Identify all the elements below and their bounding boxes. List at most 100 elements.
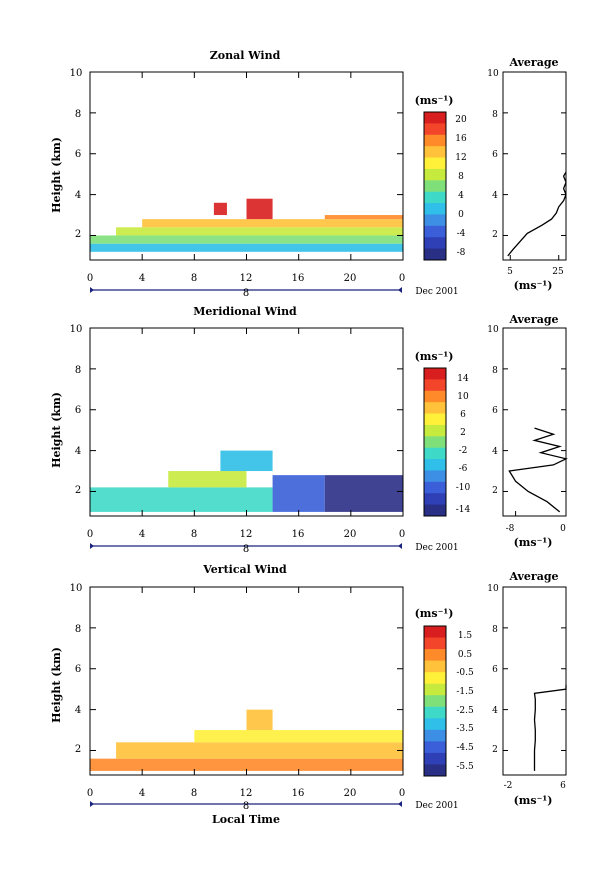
x-tick-label: 0 [399, 273, 405, 284]
average-y-tick: 4 [492, 191, 498, 201]
x-tick-label: 4 [139, 529, 145, 540]
colorbar [423, 367, 447, 517]
x-ticks: 0 4 8 12 16 20 0 [87, 529, 405, 540]
colorbar-swatch [424, 157, 446, 170]
colorbar-swatch [424, 402, 446, 415]
colorbar-swatch [424, 123, 446, 136]
colorbar-swatch [424, 248, 446, 261]
colorbar-swatch [424, 447, 446, 460]
average-frame [502, 71, 567, 261]
average-title: Average [508, 56, 558, 69]
average-profile-line [508, 427, 568, 513]
panel-title: Zonal Wind [210, 49, 281, 62]
colorbar-swatch [424, 112, 446, 124]
colorbar-tick: 4 [458, 191, 464, 201]
y-tick-label: 10 [70, 68, 83, 79]
date-bar: 8 Dec 2001 [90, 801, 459, 812]
y-tick-label: 2 [75, 229, 81, 240]
panel-title: Vertical Wind [202, 563, 287, 576]
colorbar-swatch [424, 649, 446, 662]
y-tick-label: 8 [75, 109, 81, 120]
colorbar-swatch [424, 390, 446, 403]
average-y-tick: 2 [492, 486, 498, 496]
colorbar-swatch [424, 214, 446, 227]
colorbar-tick: -2 [459, 446, 468, 456]
colorbar-tick: 16 [455, 134, 467, 144]
colorbar-tick: -14 [456, 505, 471, 515]
average-y-ticks: 2 4 6 8 10 [487, 69, 499, 240]
colorbar-swatch [424, 413, 446, 426]
colorbar-tick: -10 [456, 483, 471, 493]
x-axis-label: Local Time [212, 813, 280, 826]
colorbar-tick: 8 [458, 172, 464, 182]
x-tick-label: 16 [292, 273, 305, 284]
heatmap-cell [168, 471, 247, 488]
y-ticks: 2 4 6 8 10 [70, 583, 83, 755]
colorbar-swatch [424, 504, 446, 517]
date-label: Dec 2001 [415, 543, 458, 553]
colorbar-frame [423, 367, 447, 517]
date-label: Dec 2001 [415, 801, 458, 811]
y-tick-label: 4 [75, 705, 81, 716]
average-x-tick: -8 [506, 524, 515, 534]
heatmap-cell [142, 219, 403, 228]
x-tick-label: 8 [191, 529, 197, 540]
x-tick-label: 20 [344, 529, 357, 540]
colorbar-swatch [424, 741, 446, 754]
colorbar-swatch [424, 729, 446, 742]
colorbar-swatch [424, 379, 446, 392]
heatmap-meridional [89, 327, 404, 516]
panel-title: Meridional Wind [193, 305, 297, 318]
colorbar-tick: 10 [457, 392, 469, 402]
y-tick-label: 10 [70, 324, 83, 335]
x-tick-label: 0 [399, 529, 405, 540]
colorbar-ticks: 14 10 6 2 -2 -6 -10 -14 [456, 374, 471, 515]
colorbar-tick: -4 [457, 229, 466, 239]
colorbar-swatch [424, 493, 446, 506]
heatmap-cell [324, 475, 403, 512]
colorbar-swatch [424, 424, 446, 437]
colorbar-tick: -4.5 [456, 743, 474, 753]
x-tick-label: 4 [139, 788, 145, 799]
average-unit: (ms⁻¹) [514, 279, 553, 292]
y-tick-label: 6 [75, 664, 81, 675]
colorbar-tick: 12 [455, 153, 466, 163]
average-y-tick: 10 [487, 584, 499, 594]
average-y-tick: 8 [492, 625, 498, 635]
colorbar-swatch [424, 695, 446, 708]
colorbar-swatch [424, 459, 446, 471]
y-tick-label: 4 [75, 446, 81, 457]
average-profile [503, 327, 568, 516]
colorbar-tick: -0.5 [456, 668, 474, 678]
colorbar-swatch [424, 718, 446, 731]
heatmap-cell [194, 730, 403, 743]
x-tick-label: 0 [87, 273, 93, 284]
colorbar-frame [423, 625, 447, 777]
colorbar-unit: (ms⁻¹) [415, 607, 454, 620]
average-title: Average [508, 313, 558, 326]
colorbar-unit: (ms⁻¹) [415, 350, 454, 363]
heatmap-cell [90, 758, 403, 771]
date-bar: 8 Dec 2001 [90, 543, 459, 555]
y-tick-label: 8 [75, 365, 81, 376]
colorbar-tick: -3.5 [456, 724, 474, 734]
average-y-tick: 2 [492, 230, 498, 240]
x-tick-label: 8 [191, 273, 197, 284]
x-tick-label: 20 [344, 273, 357, 284]
y-tick-label: 8 [75, 624, 81, 635]
x-ticks: 0 4 8 12 16 20 0 [87, 273, 405, 284]
average-y-tick: 2 [492, 745, 498, 755]
average-frame [502, 586, 567, 776]
average-x-tick: 5 [507, 267, 513, 277]
colorbar-tick: 0.5 [458, 650, 473, 660]
colorbar-swatch [424, 626, 446, 639]
average-y-tick: 8 [492, 366, 498, 376]
average-title: Average [508, 570, 558, 583]
average-x-tick: 6 [560, 781, 566, 791]
x-ticks: 0 4 8 12 16 20 0 [87, 788, 405, 799]
colorbar-swatch [424, 191, 446, 204]
colorbar-tick: 20 [455, 115, 467, 125]
colorbar-tick: 0 [458, 210, 464, 220]
date-bar: 8 Dec 2001 [90, 287, 459, 299]
colorbar-swatch [424, 368, 446, 380]
